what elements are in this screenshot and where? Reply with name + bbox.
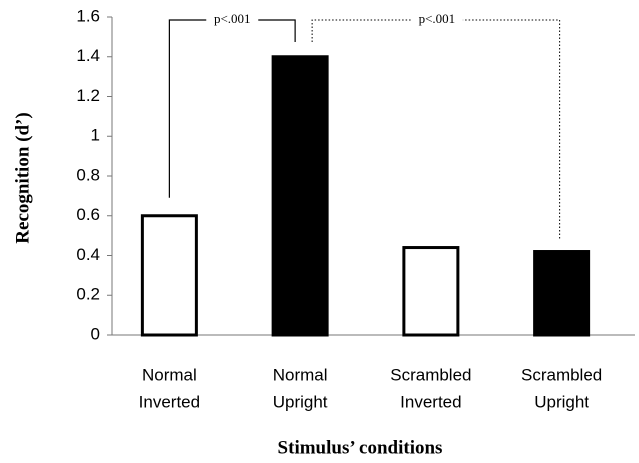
x-axis-title: Stimulus’ conditions: [278, 437, 443, 458]
x-tick-label: Normal: [142, 365, 197, 384]
y-tick-label: 0.8: [76, 165, 100, 184]
x-tick-label: Inverted: [400, 392, 461, 411]
bracket: [311, 19, 561, 240]
y-tick-label: 0.2: [76, 285, 100, 304]
bar: [140, 214, 198, 337]
annotation: p<.001: [214, 11, 251, 26]
x-tick-label: Upright: [534, 392, 589, 411]
y-tick-label: 1.4: [76, 46, 100, 65]
bar: [271, 55, 329, 337]
y-tick-label: 0: [91, 324, 100, 343]
annotation: p<.001: [419, 11, 456, 26]
x-tick-label: Inverted: [139, 392, 200, 411]
y-tick-label: 0.6: [76, 205, 100, 224]
x-tick-label: Scrambled: [521, 365, 602, 384]
bar: [402, 246, 460, 337]
bar: [533, 250, 591, 337]
y-tick-label: 1: [91, 126, 100, 145]
x-tick-label: Scrambled: [390, 365, 471, 384]
y-tick-label: 1.6: [76, 6, 100, 25]
y-tick-label: 0.4: [76, 245, 100, 264]
x-tick-label: Normal: [273, 365, 328, 384]
y-axis-title: Recognition (d’): [12, 112, 33, 243]
label-bg: [410, 12, 463, 28]
y-tick-label: 1.2: [76, 86, 100, 105]
x-tick-label: Upright: [273, 392, 328, 411]
label-bg: [206, 12, 259, 28]
